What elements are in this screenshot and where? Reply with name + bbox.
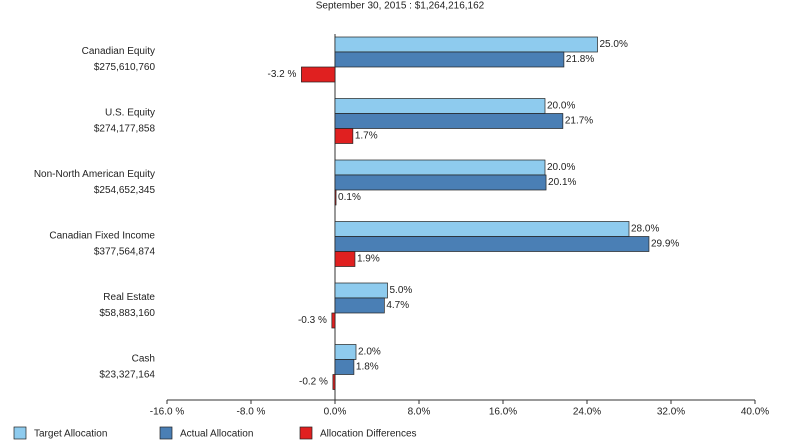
x-tick-label: -8.0 %: [237, 407, 266, 418]
bar: [334, 359, 355, 375]
legend-swatch: [13, 426, 27, 440]
bar: [334, 189, 337, 206]
category-amount: $58,883,160: [99, 308, 155, 319]
value-label: 20.0%: [547, 101, 575, 112]
value-label: 5.0%: [390, 285, 413, 296]
bar: [331, 312, 336, 329]
legend-swatch: [299, 426, 313, 440]
value-label: 29.9%: [651, 239, 679, 250]
category-label: U.S. Equity: [105, 108, 155, 119]
value-label: 4.7%: [386, 300, 409, 311]
bar: [334, 174, 547, 191]
legend-label: Actual Allocation: [180, 429, 253, 440]
bar: [334, 98, 546, 114]
bar: [334, 113, 564, 129]
category-amount: $254,652,345: [94, 185, 156, 196]
bar: [334, 236, 650, 252]
value-label: 20.0%: [547, 162, 575, 173]
chart-title: September 30, 2015 : $1,264,216,162: [316, 1, 485, 12]
x-tick-label: -16.0 %: [150, 407, 185, 418]
value-label: 28.0%: [631, 224, 659, 235]
legend-label: Target Allocation: [34, 429, 107, 440]
category-amount: $274,177,858: [94, 124, 156, 135]
x-tick-label: 0.0%: [324, 407, 347, 418]
value-label: 21.7%: [565, 116, 593, 127]
bar: [301, 66, 336, 83]
x-tick-label: 16.0%: [489, 407, 517, 418]
category-label: Cash: [132, 354, 155, 365]
value-label: -0.2 %: [299, 377, 328, 388]
bar: [334, 251, 356, 267]
value-label: 21.8%: [566, 54, 594, 65]
category-label: Non-North American Equity: [34, 169, 155, 180]
value-label: 1.8%: [356, 362, 379, 373]
bar: [334, 221, 630, 237]
category-amount: $275,610,760: [94, 62, 156, 73]
value-label: 1.7%: [355, 131, 378, 142]
bar: [334, 51, 565, 68]
value-label: -3.2 %: [267, 69, 296, 80]
value-label: 20.1%: [548, 177, 576, 188]
x-tick-label: 8.0%: [408, 407, 431, 418]
category-label: Canadian Equity: [82, 46, 155, 57]
category-label: Canadian Fixed Income: [49, 231, 155, 242]
legend-label: Allocation Differences: [320, 429, 417, 440]
category-amount: $23,327,164: [99, 370, 155, 381]
bar: [334, 297, 385, 314]
x-tick-label: 24.0%: [573, 407, 601, 418]
value-label: 25.0%: [600, 39, 628, 50]
bar: [334, 344, 357, 360]
bar: [334, 282, 388, 299]
x-tick-label: 32.0%: [657, 407, 685, 418]
value-label: 2.0%: [358, 347, 381, 358]
bar: [334, 159, 546, 176]
category-amount: $377,564,874: [94, 247, 156, 258]
bar: [334, 128, 354, 144]
x-tick-label: 40.0%: [741, 407, 769, 418]
legend-swatch: [159, 426, 173, 440]
bar: [332, 374, 336, 390]
category-label: Real Estate: [103, 292, 155, 303]
bar: [334, 36, 598, 53]
value-label: 1.9%: [357, 254, 380, 265]
value-label: -0.3 %: [298, 315, 327, 326]
value-label: 0.1%: [338, 192, 361, 203]
